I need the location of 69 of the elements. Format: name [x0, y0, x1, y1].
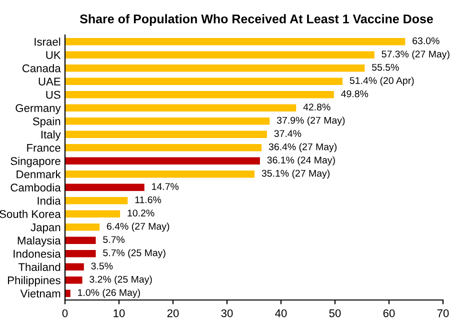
bar — [65, 210, 120, 218]
data-label: 42.8% — [303, 104, 330, 110]
y-tick-label: Italy — [41, 130, 61, 141]
y-tick-label: Canada — [22, 64, 61, 72]
data-label: 63.0% — [412, 37, 440, 44]
y-tick-label: US — [46, 90, 60, 99]
y-tick-label: Malaysia — [18, 236, 61, 247]
bar — [65, 144, 262, 152]
y-tick-label: Spain — [32, 117, 60, 128]
bar — [65, 130, 267, 138]
data-label: 49.8% — [341, 90, 368, 98]
bar — [65, 104, 296, 112]
y-tick-label: Israel — [34, 38, 60, 46]
y-tick-label: India — [38, 196, 61, 205]
data-label: 14.7% — [152, 183, 179, 190]
y-tick-label: Thailand — [18, 262, 60, 272]
data-label: 37.9% (27 May) — [276, 116, 345, 126]
data-label: 1.0% (26 May) — [78, 288, 140, 298]
x-tick-label: 60 — [383, 309, 395, 318]
bar — [65, 290, 70, 298]
y-tick-label: France — [27, 144, 60, 152]
data-label: 35.1% (27 May) — [262, 170, 330, 179]
data-label: 36.4% (27 May) — [268, 143, 337, 152]
x-tick-label: 0 — [62, 309, 68, 318]
x-tick-label: 30 — [221, 309, 233, 318]
data-label: 51.4% (20 Apr) — [350, 76, 414, 86]
bar — [65, 38, 406, 46]
data-label: 55.5% — [372, 64, 399, 71]
y-tick-label: Philippines — [8, 276, 60, 286]
bar — [65, 51, 374, 59]
bar — [65, 250, 96, 258]
bar — [65, 223, 100, 231]
y-tick-label: South Korea — [0, 210, 61, 218]
bar — [65, 157, 260, 165]
y-tick-label: Singapore — [10, 156, 60, 168]
bar — [65, 170, 255, 178]
bar — [65, 117, 270, 125]
y-tick-label: Cambodia — [10, 183, 61, 192]
y-tick-label: Germany — [16, 104, 61, 114]
bar — [65, 90, 334, 98]
y-tick-label: Denmark — [16, 170, 61, 178]
y-tick-label: UAE — [38, 78, 60, 86]
bar — [65, 196, 128, 204]
y-tick-label: Japan — [30, 224, 60, 234]
data-label: 57.3% (27 May) — [382, 50, 450, 60]
y-tick-label: Indonesia — [14, 250, 61, 258]
bar — [65, 236, 96, 244]
data-label: 6.4% (27 May) — [107, 222, 170, 232]
data-label: 3.2% (25 May) — [90, 276, 152, 285]
y-tick-label: Vietnam — [20, 289, 60, 298]
data-label: 10.2% — [128, 210, 154, 216]
data-label: 37.4% — [274, 130, 302, 137]
data-label: 3.5% — [91, 262, 113, 270]
bar — [65, 184, 144, 192]
data-label: 36.1% (24 May) — [267, 156, 335, 166]
bar — [65, 64, 365, 72]
bar — [65, 263, 84, 271]
data-label: 5.7% — [103, 236, 125, 243]
x-tick-label: 20 — [167, 309, 179, 318]
x-tick-label: 10 — [114, 309, 125, 318]
chart-title: Share of Population Who Received At Least 1 Vaccine Dose — [80, 14, 433, 26]
x-tick-label: 50 — [329, 309, 341, 318]
data-label: 5.7% (25 May) — [103, 249, 166, 258]
y-tick-label: UK — [46, 51, 61, 60]
bar — [65, 276, 82, 284]
bar — [65, 78, 343, 86]
x-tick-label: 70 — [437, 309, 449, 318]
x-tick-label: 40 — [275, 309, 287, 318]
data-label: 11.6% — [135, 196, 162, 204]
